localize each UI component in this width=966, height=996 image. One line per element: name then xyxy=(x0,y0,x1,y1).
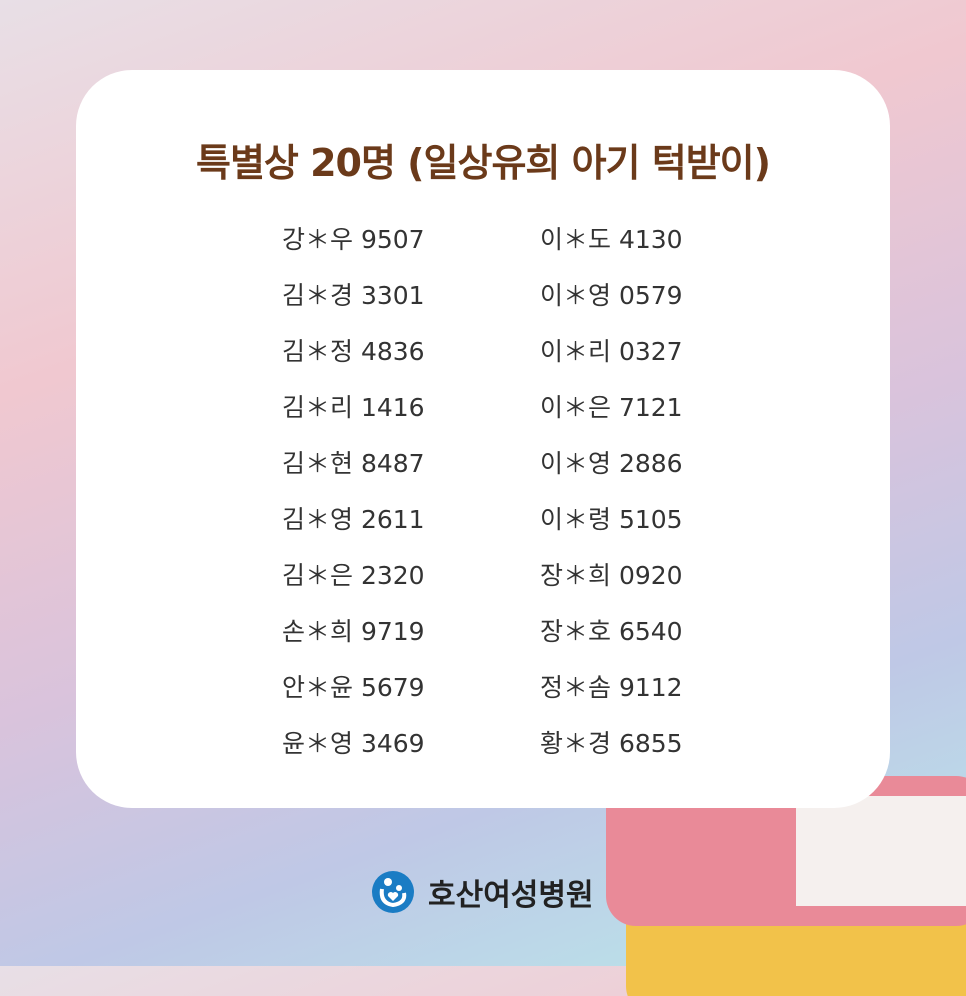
list-item: 이＊은 7121 xyxy=(540,393,683,422)
books-decoration xyxy=(606,776,966,996)
list-item: 안＊윤 5679 xyxy=(282,673,425,702)
list-item: 황＊경 6855 xyxy=(540,729,683,758)
winners-left-column: 강＊우 9507 김＊경 3301 김＊정 4836 김＊리 1416 김＊현 … xyxy=(282,220,425,780)
list-item: 김＊현 8487 xyxy=(282,449,425,478)
list-item: 이＊도 4130 xyxy=(540,225,683,254)
list-item: 김＊리 1416 xyxy=(282,393,425,422)
list-item: 윤＊영 3469 xyxy=(282,729,425,758)
list-item: 김＊영 2611 xyxy=(282,505,425,534)
list-item: 장＊희 0920 xyxy=(540,561,683,590)
list-item: 김＊경 3301 xyxy=(282,281,425,310)
winners-right-column: 이＊도 4130 이＊영 0579 이＊리 0327 이＊은 7121 이＊영 … xyxy=(540,220,683,780)
page-title: 특별상 20명 (일상유희 아기 턱받이) xyxy=(195,141,771,185)
list-item: 정＊솜 9112 xyxy=(540,673,683,702)
list-item: 이＊영 0579 xyxy=(540,281,683,310)
list-item: 손＊희 9719 xyxy=(282,617,425,646)
list-item: 김＊은 2320 xyxy=(282,561,425,590)
list-item: 강＊우 9507 xyxy=(282,225,425,254)
list-item: 이＊령 5105 xyxy=(540,505,683,534)
list-item: 김＊정 4836 xyxy=(282,337,425,366)
winners-card xyxy=(76,70,890,808)
hospital-name: 호산여성병원 xyxy=(428,878,594,913)
list-item: 장＊호 6540 xyxy=(540,617,683,646)
list-item: 이＊영 2886 xyxy=(540,449,683,478)
hospital-logo-icon xyxy=(372,871,414,913)
list-item: 이＊리 0327 xyxy=(540,337,683,366)
hospital-logo: 호산여성병원 xyxy=(372,870,594,914)
